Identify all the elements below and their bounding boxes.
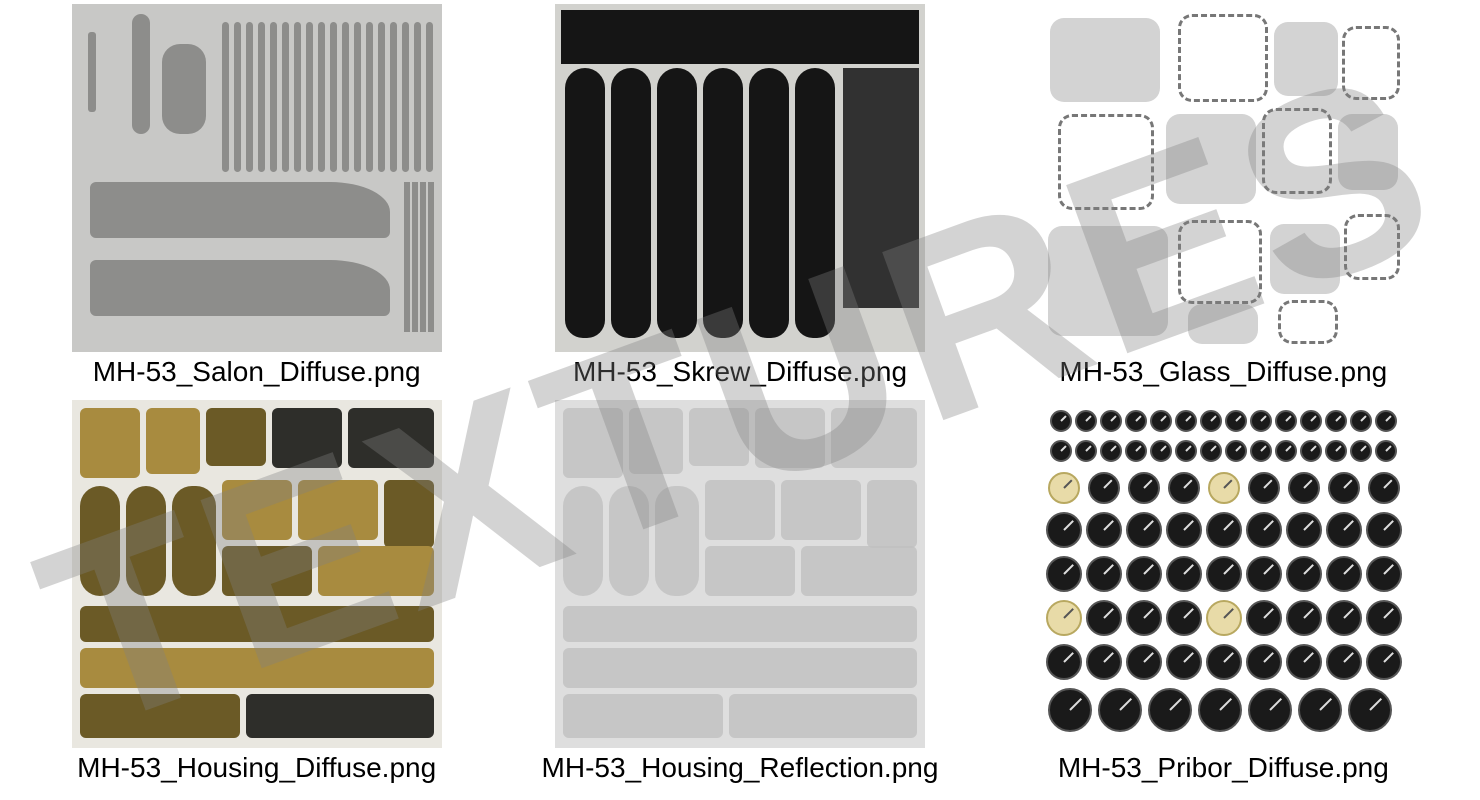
caption-housing: MH-53_Housing_Diffuse.png bbox=[77, 752, 436, 784]
texture-cell-skrew: MH-53_Skrew_Diffuse.png bbox=[513, 4, 966, 400]
texture-thumb-skrew bbox=[555, 4, 925, 352]
texture-thumb-glass bbox=[1038, 4, 1408, 352]
texture-cell-pribor: MH-53_Pribor_Diffuse.png bbox=[997, 400, 1450, 796]
texture-thumb-pribor bbox=[1038, 400, 1408, 748]
caption-housing-reflection: MH-53_Housing_Reflection.png bbox=[542, 752, 939, 784]
texture-thumb-housing bbox=[72, 400, 442, 748]
caption-salon: MH-53_Salon_Diffuse.png bbox=[93, 356, 421, 388]
caption-glass: MH-53_Glass_Diffuse.png bbox=[1059, 356, 1387, 388]
texture-grid: MH-53_Salon_Diffuse.png MH-53_Skrew_Diff… bbox=[0, 0, 1480, 800]
texture-thumb-housing-reflection bbox=[555, 400, 925, 748]
texture-cell-salon: MH-53_Salon_Diffuse.png bbox=[30, 4, 483, 400]
texture-thumb-salon bbox=[72, 4, 442, 352]
caption-pribor: MH-53_Pribor_Diffuse.png bbox=[1058, 752, 1389, 784]
texture-cell-housing: MH-53_Housing_Diffuse.png bbox=[30, 400, 483, 796]
texture-cell-glass: MH-53_Glass_Diffuse.png bbox=[997, 4, 1450, 400]
texture-cell-housing-reflection: MH-53_Housing_Reflection.png bbox=[513, 400, 966, 796]
caption-skrew: MH-53_Skrew_Diffuse.png bbox=[573, 356, 907, 388]
